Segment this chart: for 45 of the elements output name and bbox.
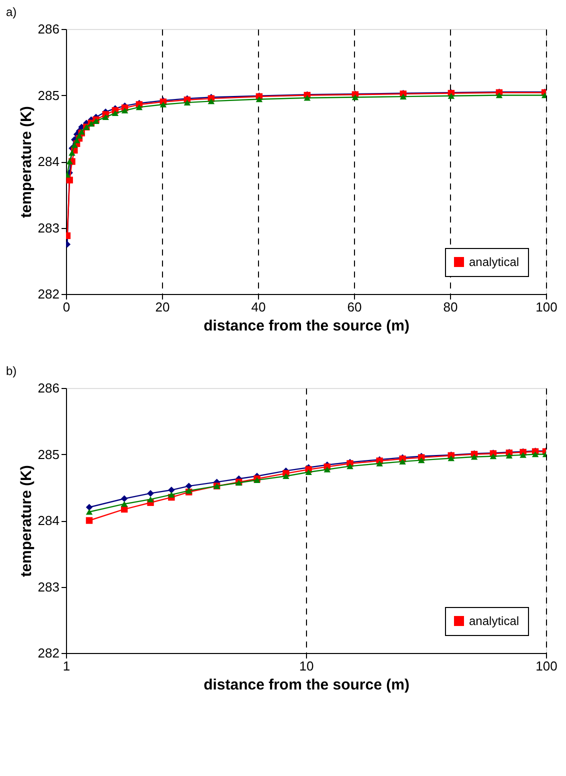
point — [304, 94, 311, 101]
point — [136, 104, 143, 110]
point — [68, 150, 76, 156]
x-tick-label: 0 — [62, 300, 70, 314]
x-tick-label: 100 — [536, 658, 558, 674]
y-tick-label: 286 — [38, 380, 60, 396]
point — [66, 158, 73, 164]
y-axis-title: temperature (K) — [18, 465, 35, 577]
point — [496, 92, 503, 98]
point — [184, 100, 191, 106]
point — [352, 94, 359, 100]
x-tick-label: 40 — [251, 300, 266, 314]
y-tick-label: 285 — [38, 88, 60, 103]
x-tick-label: 10 — [299, 658, 314, 674]
x-axis-title: distance from the source (m) — [204, 676, 410, 694]
x-tick-label: 100 — [536, 300, 558, 314]
y-tick-label: 282 — [38, 646, 60, 660]
point — [112, 110, 119, 116]
x-tick-label: 80 — [443, 300, 458, 314]
point — [102, 114, 109, 120]
legend-label: analytical — [469, 614, 520, 628]
y-axis-title: temperature (K) — [18, 106, 35, 218]
x-tick-label: 60 — [347, 300, 362, 314]
y-tick-label: 285 — [38, 446, 60, 462]
point — [73, 137, 80, 144]
y-tick-label: 283 — [38, 220, 60, 236]
y-tick-label: 283 — [38, 579, 60, 594]
y-tick-label: 284 — [38, 154, 60, 169]
point — [121, 108, 128, 114]
point — [400, 94, 407, 100]
point — [448, 93, 455, 99]
y-tick-label: 284 — [38, 513, 60, 528]
x-tick-label: 20 — [155, 300, 170, 314]
y-tick-label: 282 — [38, 286, 60, 302]
point — [66, 176, 73, 184]
chart-title: b) — [6, 364, 17, 378]
point — [256, 96, 263, 102]
x-axis-title: distance from the source (m) — [204, 318, 410, 334]
legend-label: analytical — [469, 255, 520, 269]
point — [160, 102, 167, 108]
point — [71, 142, 78, 148]
chart-title: a) — [6, 5, 17, 19]
point — [208, 98, 215, 104]
y-tick-label: 286 — [38, 22, 60, 36]
x-tick-label: 1 — [62, 658, 70, 674]
